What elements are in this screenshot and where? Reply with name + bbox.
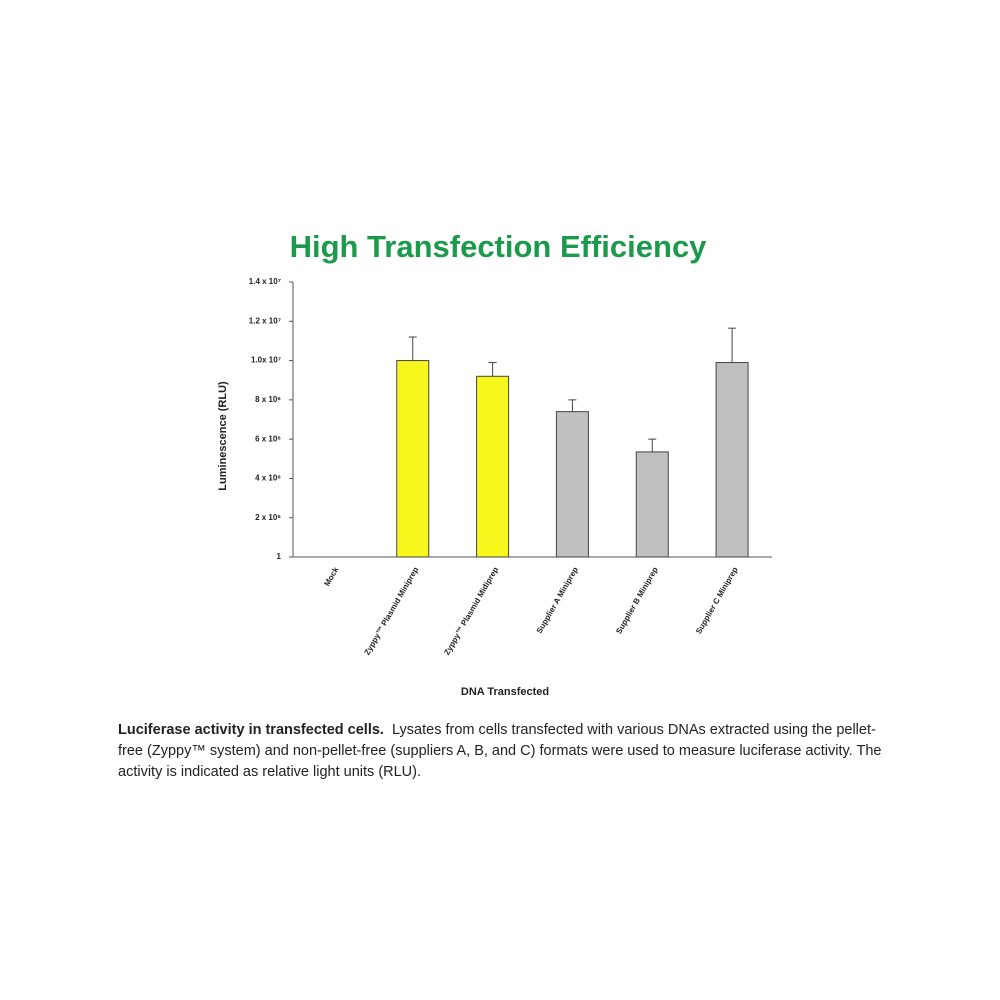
chart: High Transfection Efficiency Luminescenc… <box>217 229 772 698</box>
bar <box>635 451 669 558</box>
caption: Luciferase activity in transfected cells… <box>118 720 890 783</box>
x-tick-label: Supplier B Miniprep <box>614 565 660 635</box>
y-tick-label: 2 x 10⁶ <box>255 513 281 522</box>
y-tick-label: 8 x 10⁶ <box>255 395 281 404</box>
y-tick-label: 4 x 10⁶ <box>255 474 281 483</box>
y-axis-label: Luminescence (RLU) <box>217 381 229 491</box>
x-tick-label: Zyppy™ Plasmid Miniprep <box>363 565 421 656</box>
y-tick-label: 1 <box>277 552 282 561</box>
y-tick-label: 1.4 x 10⁷ <box>249 277 281 286</box>
x-axis-label: DNA Transfected <box>461 686 549 698</box>
bar <box>396 360 430 558</box>
bar <box>555 411 589 558</box>
y-tick-label: 1.2 x 10⁷ <box>249 316 281 325</box>
chart-title: High Transfection Efficiency <box>290 229 708 264</box>
caption-text: Lysates from cells transfected with vari… <box>118 722 882 780</box>
bar <box>476 375 510 558</box>
x-tick-label: Zyppy™ Plasmid Midiprep <box>442 565 500 656</box>
y-tick-label: 6 x 10⁶ <box>255 434 281 443</box>
caption-bold: Luciferase activity in transfected cells… <box>118 722 384 738</box>
x-tick-label: Supplier A Miniprep <box>535 565 580 635</box>
x-tick-label: Mock <box>322 565 340 588</box>
x-tick-label: Supplier C Miniprep <box>694 565 740 635</box>
y-tick-label: 1.0x 10⁷ <box>251 356 281 365</box>
bar <box>715 362 749 558</box>
